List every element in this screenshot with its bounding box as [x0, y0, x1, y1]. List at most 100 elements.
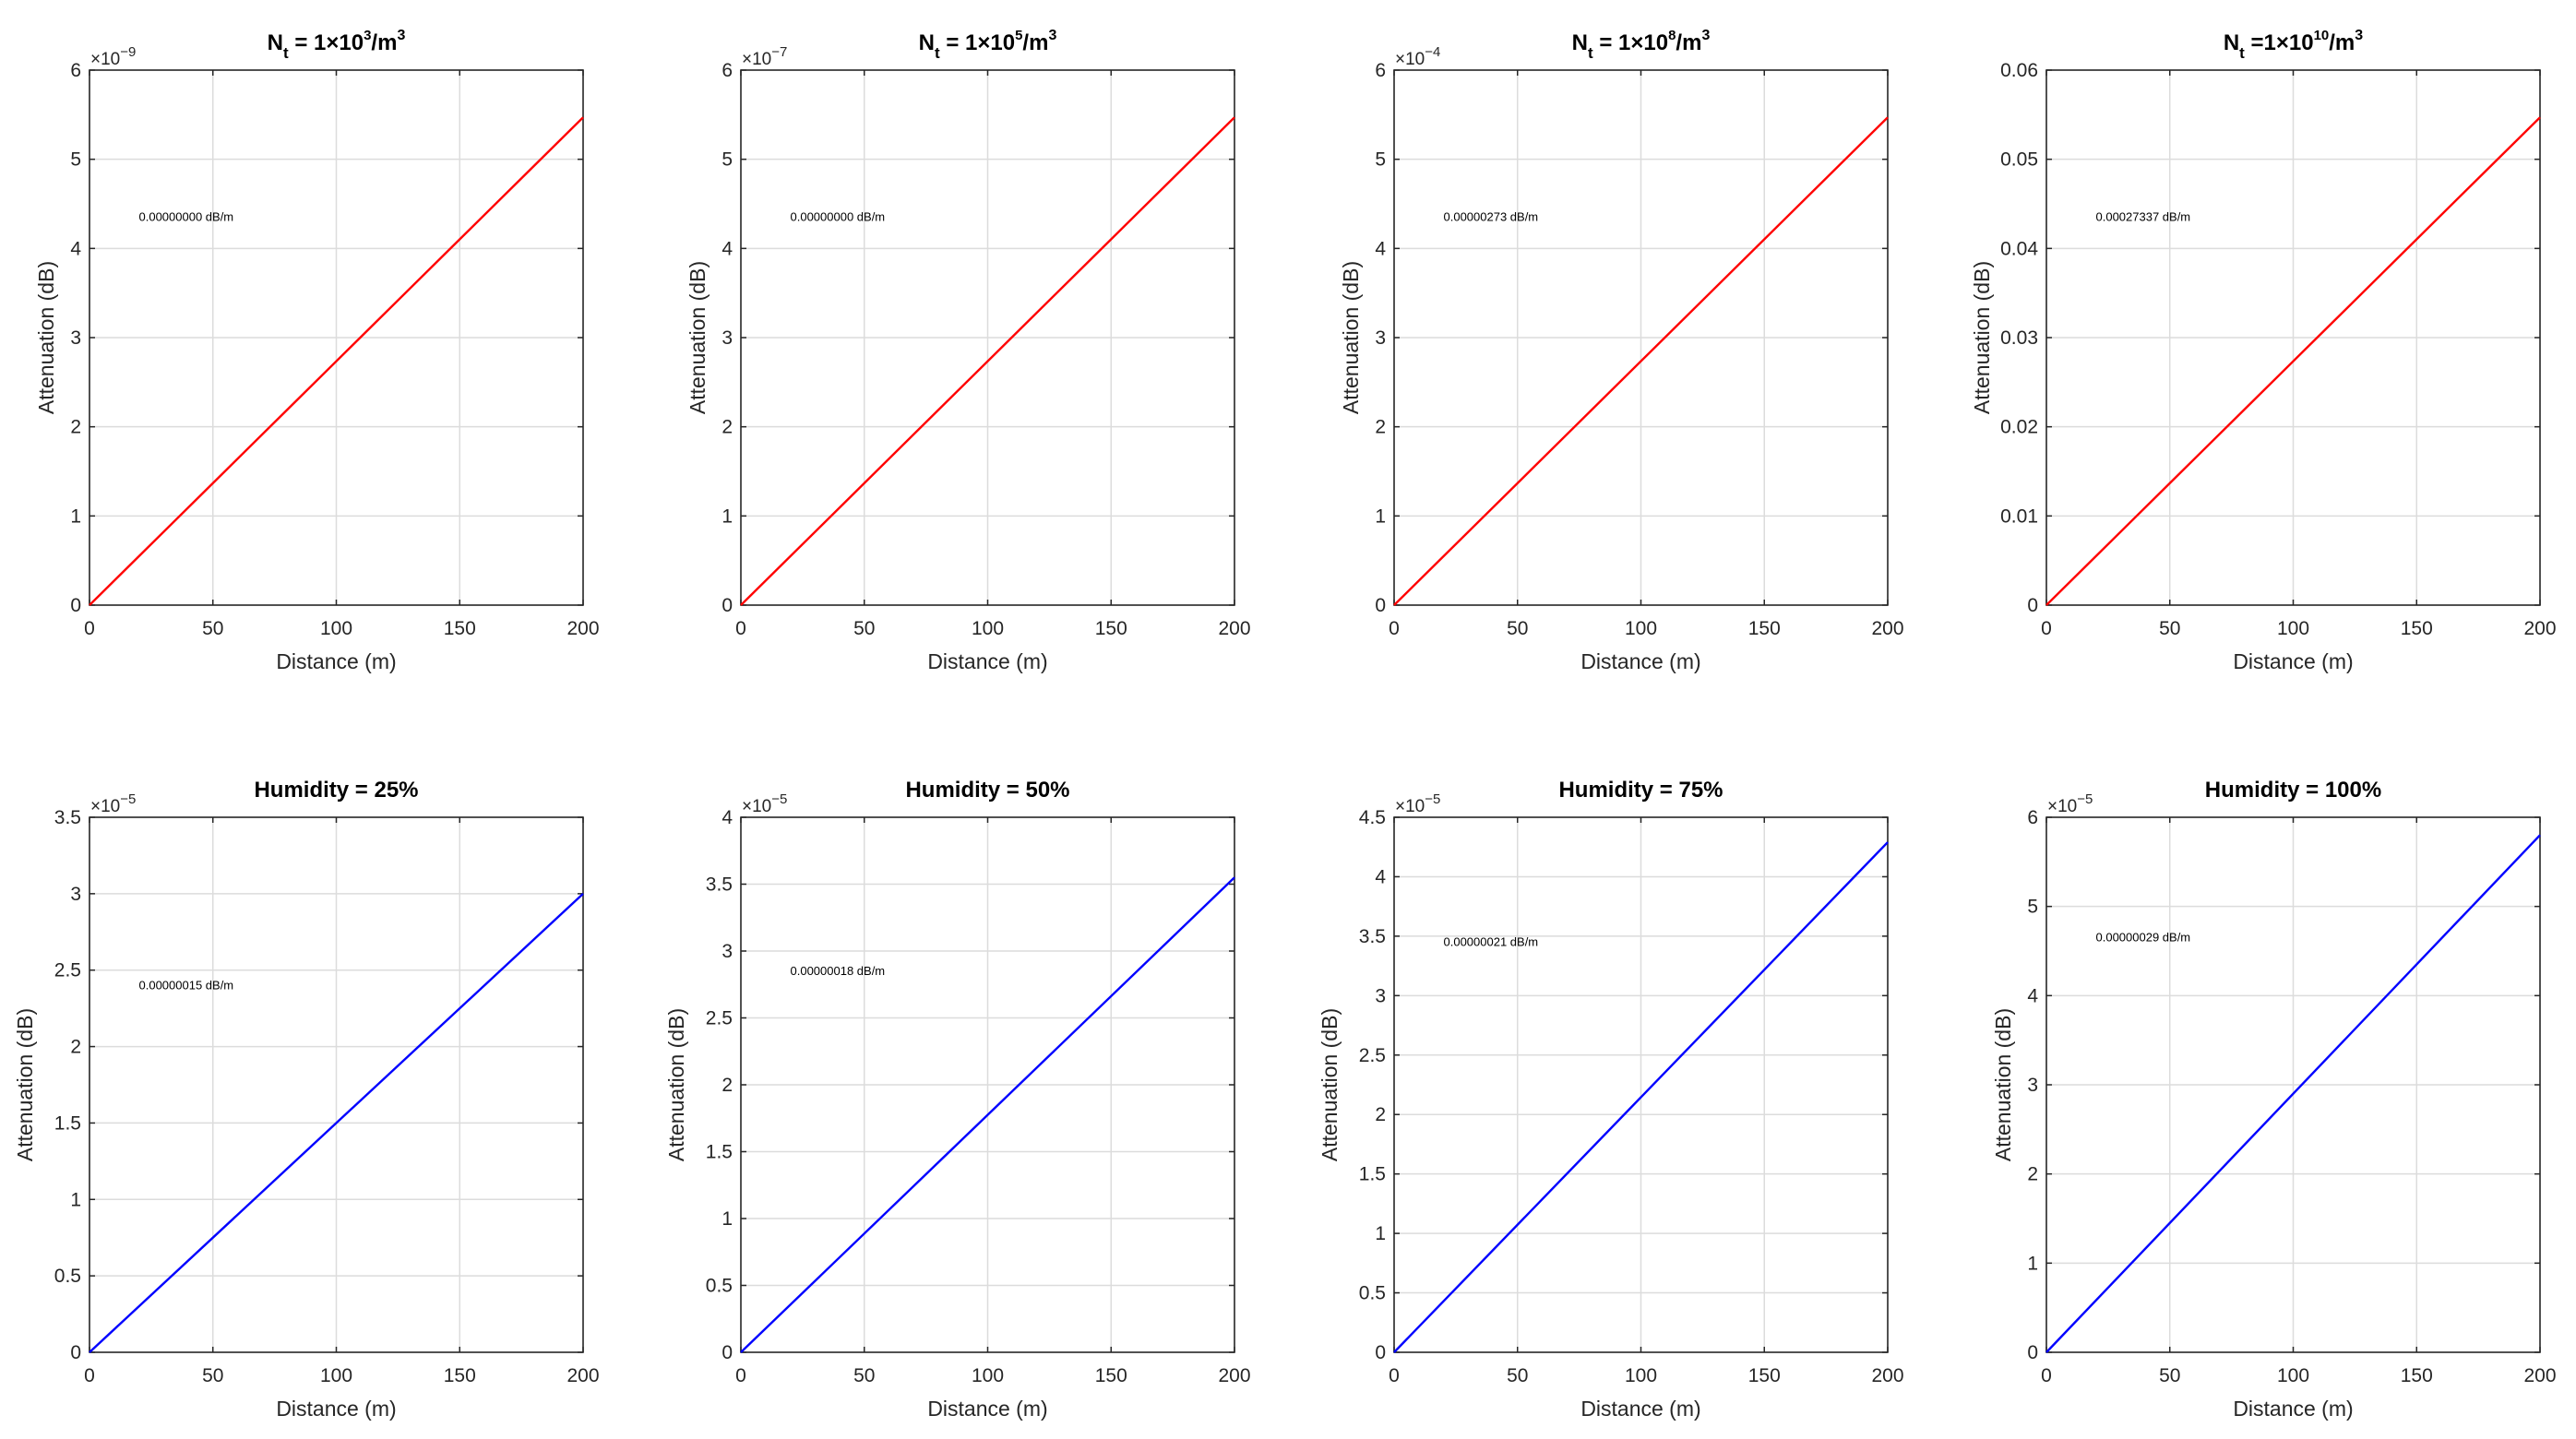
- x-tick-label: 100: [320, 618, 352, 639]
- x-tick-label: 200: [1218, 618, 1250, 639]
- y-tick-label: 5: [2027, 897, 2038, 918]
- x-tick-label: 0: [1389, 618, 1400, 639]
- x-tick-label: 50: [1507, 618, 1528, 639]
- annotation: 0.00000029 dB/m: [2096, 931, 2191, 945]
- y-tick-label: 6: [1375, 60, 1386, 81]
- axis-exponent: ×10−5: [1395, 791, 1440, 816]
- y-tick-label: 6: [2027, 807, 2038, 828]
- series-line: [2045, 116, 2541, 606]
- y-axis-label: Attenuation (dB): [34, 261, 58, 414]
- y-axis-label: Attenuation (dB): [1991, 1008, 2015, 1161]
- axes-box: [89, 69, 584, 606]
- y-tick-label: 1.5: [54, 1112, 81, 1134]
- y-tick-label: 3: [1375, 327, 1386, 349]
- y-tick-label: 0: [722, 1342, 733, 1363]
- x-tick-label: 100: [320, 1365, 352, 1386]
- x-tick-label: 150: [444, 1365, 476, 1386]
- y-tick-label: 1: [2027, 1253, 2038, 1274]
- y-tick-label: 6: [722, 60, 733, 81]
- x-tick-label: 50: [1507, 1365, 1528, 1386]
- x-tick-label: 100: [1625, 1365, 1657, 1386]
- annotation: 0.00000000 dB/m: [139, 210, 234, 224]
- y-axis-label: Attenuation (dB): [686, 261, 710, 414]
- x-tick-label: 50: [853, 618, 875, 639]
- y-tick-label: 1.5: [1359, 1164, 1386, 1185]
- x-tick-label: 100: [972, 1365, 1004, 1386]
- y-tick-label: 0: [2027, 595, 2038, 616]
- y-tick-label: 2: [722, 1075, 733, 1096]
- y-tick-label: 3: [70, 327, 81, 349]
- axes-box: [1393, 69, 1889, 606]
- axes-box: [89, 816, 584, 1353]
- annotation: 0.00000273 dB/m: [1444, 210, 1539, 224]
- x-tick-label: 200: [2523, 618, 2556, 639]
- y-tick-label: 1: [1375, 505, 1386, 527]
- x-tick-label: 200: [1218, 1365, 1250, 1386]
- y-tick-label: 3.5: [706, 874, 733, 896]
- y-tick-label: 2: [1375, 417, 1386, 438]
- x-tick-label: 50: [2159, 618, 2180, 639]
- y-tick-label: 1: [70, 1189, 81, 1210]
- x-tick-label: 150: [2401, 618, 2433, 639]
- y-tick-label: 2: [722, 417, 733, 438]
- series-line: [2045, 834, 2541, 1353]
- y-tick-label: 3.5: [54, 807, 81, 828]
- y-tick-label: 0.5: [1359, 1283, 1386, 1304]
- y-axis-label: Attenuation (dB): [1339, 261, 1363, 414]
- y-tick-label: 2: [70, 417, 81, 438]
- x-tick-label: 150: [1748, 618, 1781, 639]
- x-tick-label: 50: [853, 1365, 875, 1386]
- chart-title: Humidity = 100%: [2205, 778, 2381, 803]
- axes-box: [740, 69, 1235, 606]
- series-line: [740, 116, 1235, 606]
- y-tick-label: 0.05: [2000, 149, 2038, 171]
- annotation: 0.00000018 dB/m: [791, 964, 886, 978]
- x-tick-label: 150: [1748, 1365, 1781, 1386]
- y-tick-label: 0.03: [2000, 327, 2038, 349]
- x-tick-label: 0: [2041, 618, 2052, 639]
- y-axis-label: Attenuation (dB): [1970, 261, 1994, 414]
- x-tick-label: 100: [2277, 618, 2309, 639]
- x-tick-label: 0: [735, 618, 746, 639]
- x-tick-label: 150: [1095, 1365, 1127, 1386]
- series-line: [89, 892, 584, 1353]
- y-tick-label: 4: [1375, 238, 1386, 259]
- y-tick-label: 4: [2027, 985, 2038, 1006]
- axis-exponent: ×10−5: [2047, 791, 2093, 816]
- subplot-8: 0 50 100 150 200 0 1 2 3 4 5 6 0.00000029 dB/m ×10−5 D…: [1991, 778, 2557, 1421]
- axis-exponent: ×10−5: [742, 791, 787, 816]
- series-line: [740, 876, 1235, 1353]
- x-axis-label: Distance (m): [1580, 1397, 1700, 1421]
- y-tick-label: 0: [1375, 1342, 1386, 1363]
- y-axis-label: Attenuation (dB): [664, 1008, 688, 1161]
- series-line: [1393, 116, 1889, 606]
- subplot-2: 0 50 100 150 200 0 1 2 3 4 5 6 0.00000000 dB/m ×10−7 D…: [686, 28, 1251, 673]
- chart-title: Humidity = 25%: [254, 778, 418, 803]
- annotation: 0.00000000 dB/m: [791, 210, 886, 224]
- y-tick-label: 2: [1375, 1104, 1386, 1125]
- y-tick-label: 0: [722, 595, 733, 616]
- x-tick-label: 100: [2277, 1365, 2309, 1386]
- y-tick-label: 2: [2027, 1164, 2038, 1185]
- y-tick-label: 0.01: [2000, 505, 2038, 527]
- y-tick-label: 0.06: [2000, 60, 2038, 81]
- y-tick-label: 1.5: [706, 1142, 733, 1163]
- y-tick-label: 4.5: [1359, 807, 1386, 828]
- axes-box: [2045, 816, 2541, 1353]
- y-axis-label: Attenuation (dB): [1318, 1008, 1342, 1161]
- y-tick-label: 3: [722, 941, 733, 962]
- x-tick-label: 150: [1095, 618, 1127, 639]
- y-tick-label: 0.02: [2000, 417, 2038, 438]
- x-tick-label: 200: [2523, 1365, 2556, 1386]
- chart-title: Nt = 1×108/m3: [1572, 28, 1711, 62]
- y-tick-label: 1: [722, 505, 733, 527]
- x-axis-label: Distance (m): [1580, 649, 1700, 673]
- y-tick-label: 0.04: [2000, 238, 2038, 259]
- annotation: 0.00027337 dB/m: [2096, 210, 2191, 224]
- x-tick-label: 100: [1625, 618, 1657, 639]
- y-tick-label: 3.5: [1359, 926, 1386, 947]
- subplot-1: 0 50 100 150 200 0 1 2 3 4 5 6 0.00000000 dB/m ×10−9 D…: [34, 28, 600, 673]
- axes-box: [1393, 816, 1889, 1353]
- annotation: 0.00000015 dB/m: [139, 978, 234, 992]
